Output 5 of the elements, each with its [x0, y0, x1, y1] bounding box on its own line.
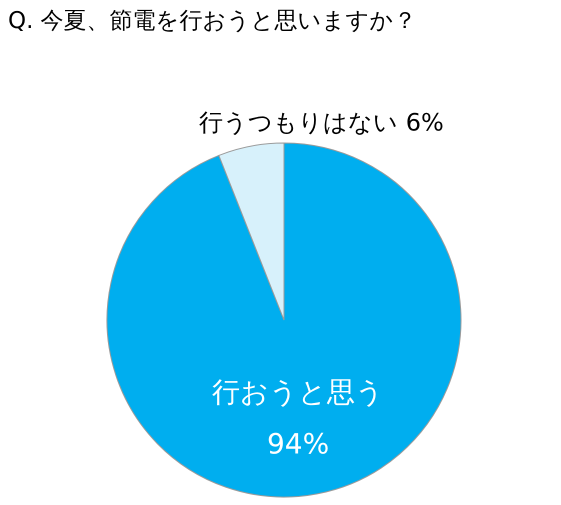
- pie-slice: [106, 142, 462, 498]
- slice-label: 行うつもりはない 6%: [199, 108, 444, 137]
- slice-label: 行おうと思う: [212, 376, 384, 409]
- chart-title: Q. 今夏、節電を行おうと思いますか？: [8, 8, 417, 34]
- data-label: 94%: [266, 428, 330, 461]
